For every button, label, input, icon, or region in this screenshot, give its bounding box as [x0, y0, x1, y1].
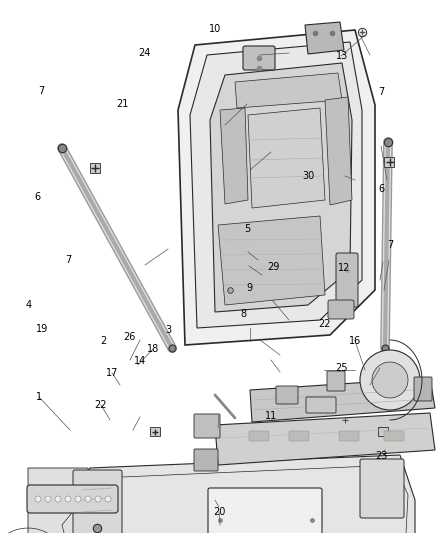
- Circle shape: [55, 496, 61, 502]
- Polygon shape: [215, 413, 435, 465]
- FancyBboxPatch shape: [208, 488, 322, 533]
- Circle shape: [372, 362, 408, 398]
- Polygon shape: [250, 378, 435, 422]
- Polygon shape: [248, 108, 325, 208]
- FancyBboxPatch shape: [27, 485, 118, 513]
- Polygon shape: [55, 455, 415, 533]
- Text: 14: 14: [134, 356, 146, 366]
- FancyBboxPatch shape: [249, 431, 269, 441]
- FancyBboxPatch shape: [194, 449, 218, 471]
- Polygon shape: [305, 22, 344, 54]
- Text: 30: 30: [303, 171, 315, 181]
- Text: 7: 7: [65, 255, 71, 264]
- Polygon shape: [210, 63, 352, 312]
- Polygon shape: [235, 73, 342, 108]
- FancyBboxPatch shape: [328, 300, 354, 319]
- FancyBboxPatch shape: [73, 470, 122, 533]
- Circle shape: [360, 350, 420, 410]
- FancyBboxPatch shape: [276, 386, 298, 404]
- Text: 22: 22: [95, 400, 107, 410]
- Polygon shape: [220, 108, 248, 204]
- Text: 3: 3: [166, 326, 172, 335]
- Text: 7: 7: [39, 86, 45, 95]
- Text: 11: 11: [265, 411, 278, 421]
- Text: 19: 19: [35, 325, 48, 334]
- Circle shape: [85, 496, 91, 502]
- Text: 17: 17: [106, 368, 118, 378]
- Text: 12: 12: [338, 263, 350, 273]
- Text: 16: 16: [349, 336, 361, 346]
- Circle shape: [95, 496, 101, 502]
- Circle shape: [35, 496, 41, 502]
- Polygon shape: [28, 468, 90, 533]
- Circle shape: [45, 496, 51, 502]
- Polygon shape: [218, 216, 325, 305]
- Text: 18: 18: [147, 344, 159, 354]
- Circle shape: [65, 496, 71, 502]
- Text: 5: 5: [244, 224, 251, 234]
- Text: 7: 7: [378, 87, 384, 96]
- FancyBboxPatch shape: [150, 427, 160, 436]
- FancyBboxPatch shape: [90, 163, 100, 173]
- FancyBboxPatch shape: [327, 371, 345, 391]
- FancyBboxPatch shape: [306, 397, 336, 413]
- Text: 21: 21: [117, 99, 129, 109]
- Text: 25: 25: [336, 363, 348, 373]
- Text: 29: 29: [268, 262, 280, 271]
- FancyBboxPatch shape: [243, 46, 275, 70]
- Polygon shape: [325, 97, 352, 205]
- FancyBboxPatch shape: [194, 414, 220, 438]
- Text: 7: 7: [387, 240, 393, 250]
- Text: 23: 23: [375, 451, 387, 461]
- Text: 6: 6: [378, 184, 384, 194]
- FancyBboxPatch shape: [378, 427, 388, 436]
- Text: 8: 8: [240, 310, 246, 319]
- Text: 26: 26: [123, 333, 135, 342]
- Text: 4: 4: [25, 300, 32, 310]
- Text: 9: 9: [247, 283, 253, 293]
- Text: 1: 1: [36, 392, 42, 402]
- FancyBboxPatch shape: [289, 431, 309, 441]
- Polygon shape: [190, 42, 362, 328]
- Text: 20: 20: [213, 507, 225, 516]
- Text: 13: 13: [336, 51, 348, 61]
- FancyBboxPatch shape: [384, 431, 404, 441]
- FancyBboxPatch shape: [339, 431, 359, 441]
- Text: 10: 10: [208, 25, 221, 34]
- Text: 2: 2: [100, 336, 106, 346]
- Circle shape: [105, 496, 111, 502]
- Text: 22: 22: [318, 319, 330, 329]
- FancyBboxPatch shape: [384, 157, 394, 167]
- FancyBboxPatch shape: [336, 253, 358, 307]
- Polygon shape: [178, 30, 375, 345]
- Text: 24: 24: [138, 49, 151, 58]
- FancyBboxPatch shape: [360, 459, 404, 518]
- FancyBboxPatch shape: [414, 377, 432, 401]
- Text: 6: 6: [34, 192, 40, 202]
- Circle shape: [75, 496, 81, 502]
